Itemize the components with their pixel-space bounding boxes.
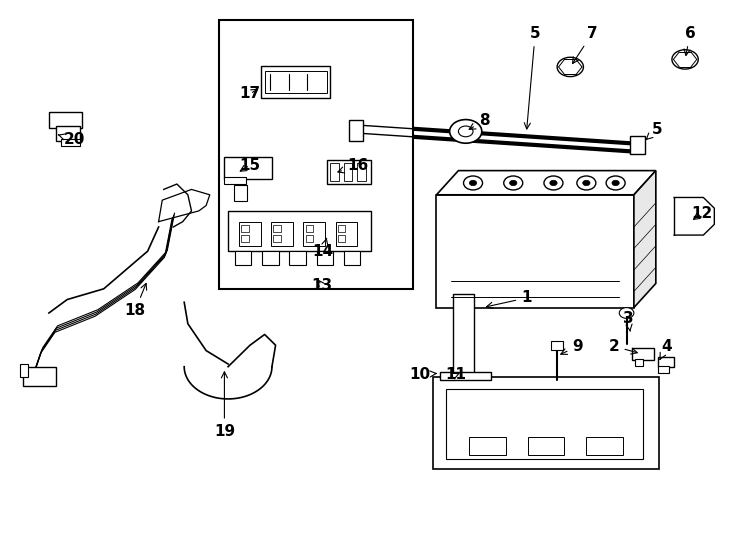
Circle shape bbox=[550, 180, 557, 186]
Text: 7: 7 bbox=[573, 26, 597, 64]
Bar bbox=[631, 136, 645, 154]
Text: 11: 11 bbox=[446, 367, 467, 382]
Bar bbox=[551, 341, 563, 349]
Bar bbox=[289, 251, 305, 265]
Bar bbox=[271, 221, 293, 246]
Circle shape bbox=[469, 180, 476, 186]
Text: 12: 12 bbox=[691, 206, 713, 221]
Bar bbox=[658, 357, 674, 367]
Bar bbox=[528, 436, 564, 455]
Bar bbox=[658, 366, 669, 373]
Text: 19: 19 bbox=[214, 372, 235, 438]
Bar bbox=[338, 234, 345, 241]
Bar bbox=[446, 389, 644, 459]
Circle shape bbox=[577, 176, 596, 190]
Bar bbox=[344, 251, 360, 265]
Bar bbox=[236, 251, 252, 265]
Text: 20: 20 bbox=[58, 132, 85, 147]
Bar bbox=[327, 160, 371, 184]
Bar bbox=[225, 157, 272, 179]
Bar bbox=[586, 436, 623, 455]
Text: 6: 6 bbox=[684, 26, 696, 56]
Circle shape bbox=[557, 57, 584, 77]
Bar bbox=[241, 225, 249, 232]
Circle shape bbox=[544, 176, 563, 190]
Polygon shape bbox=[437, 171, 656, 195]
Text: 16: 16 bbox=[338, 158, 368, 173]
Bar bbox=[62, 139, 79, 146]
Bar bbox=[273, 225, 280, 232]
Bar bbox=[303, 221, 325, 246]
Bar bbox=[57, 126, 79, 141]
Bar bbox=[335, 221, 357, 246]
Bar bbox=[330, 163, 339, 181]
Bar bbox=[219, 20, 413, 289]
Text: 17: 17 bbox=[239, 86, 261, 102]
Circle shape bbox=[450, 119, 482, 143]
Bar bbox=[263, 251, 278, 265]
Text: 2: 2 bbox=[608, 339, 637, 354]
Text: 18: 18 bbox=[125, 284, 147, 318]
Text: 14: 14 bbox=[313, 238, 334, 259]
Text: 5: 5 bbox=[524, 26, 540, 129]
Circle shape bbox=[672, 50, 698, 69]
Bar bbox=[239, 221, 261, 246]
Bar bbox=[265, 71, 327, 93]
Bar bbox=[225, 177, 247, 184]
Text: 5: 5 bbox=[647, 122, 663, 139]
Bar bbox=[469, 436, 506, 455]
Bar bbox=[228, 211, 371, 251]
Bar bbox=[437, 195, 634, 308]
Bar bbox=[273, 234, 280, 241]
Bar bbox=[261, 66, 330, 98]
Bar bbox=[633, 348, 655, 360]
Bar bbox=[357, 163, 366, 181]
Text: 15: 15 bbox=[239, 158, 261, 173]
Bar bbox=[305, 234, 313, 241]
Text: 4: 4 bbox=[660, 339, 672, 359]
Circle shape bbox=[504, 176, 523, 190]
Bar bbox=[49, 112, 81, 127]
Text: 8: 8 bbox=[469, 113, 490, 130]
Bar bbox=[305, 225, 313, 232]
Bar bbox=[241, 234, 249, 241]
Circle shape bbox=[459, 126, 473, 137]
Circle shape bbox=[464, 176, 482, 190]
Circle shape bbox=[606, 176, 625, 190]
Bar bbox=[440, 372, 491, 380]
Circle shape bbox=[612, 180, 619, 186]
Text: 3: 3 bbox=[622, 311, 633, 332]
Circle shape bbox=[619, 308, 634, 319]
Bar bbox=[23, 367, 57, 386]
Bar bbox=[316, 251, 333, 265]
Bar bbox=[338, 225, 345, 232]
Bar bbox=[635, 359, 644, 366]
Text: 9: 9 bbox=[561, 339, 583, 354]
Bar bbox=[454, 294, 473, 377]
Bar bbox=[433, 377, 659, 469]
Bar bbox=[344, 163, 352, 181]
Circle shape bbox=[509, 180, 517, 186]
Text: 1: 1 bbox=[487, 291, 531, 308]
Text: 13: 13 bbox=[311, 278, 333, 293]
Text: 10: 10 bbox=[409, 367, 436, 382]
Polygon shape bbox=[634, 171, 656, 308]
Bar bbox=[234, 185, 247, 201]
Bar bbox=[349, 119, 363, 141]
Bar bbox=[20, 364, 29, 377]
Circle shape bbox=[583, 180, 590, 186]
